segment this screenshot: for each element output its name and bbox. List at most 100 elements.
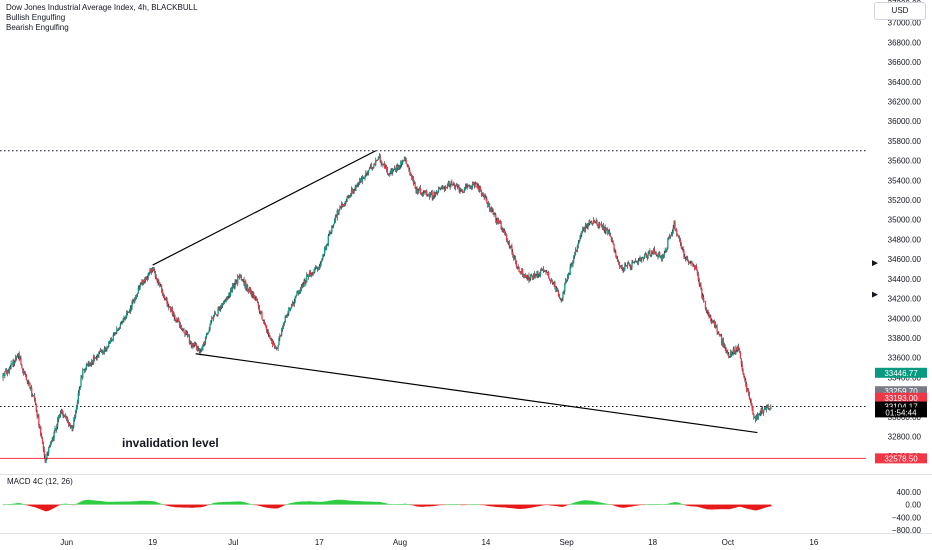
candle[interactable] <box>731 354 733 356</box>
candle[interactable] <box>468 185 470 187</box>
candle[interactable] <box>381 163 383 165</box>
candle[interactable] <box>197 347 200 349</box>
candle[interactable] <box>311 273 313 275</box>
candle[interactable] <box>732 349 734 355</box>
candle[interactable] <box>82 369 84 379</box>
candle[interactable] <box>154 271 157 278</box>
candle[interactable] <box>186 332 188 334</box>
candle[interactable] <box>337 210 339 214</box>
candle[interactable] <box>626 264 629 267</box>
candle[interactable] <box>627 263 630 264</box>
candle[interactable] <box>48 445 51 448</box>
candle[interactable] <box>118 326 121 329</box>
candle[interactable] <box>91 361 93 365</box>
candle[interactable] <box>76 401 79 407</box>
candle[interactable] <box>152 269 155 272</box>
candle[interactable] <box>310 274 312 276</box>
candle[interactable] <box>728 356 731 358</box>
candle[interactable] <box>445 187 448 189</box>
candle[interactable] <box>63 415 65 418</box>
candle[interactable] <box>764 407 767 409</box>
candle[interactable] <box>366 172 368 174</box>
candle[interactable] <box>711 321 713 323</box>
candle[interactable] <box>202 344 204 351</box>
candle[interactable] <box>477 185 479 189</box>
candle[interactable] <box>607 228 609 234</box>
candle[interactable] <box>498 221 501 223</box>
candle[interactable] <box>221 305 223 309</box>
candle[interactable] <box>560 299 562 301</box>
candle[interactable] <box>358 180 361 184</box>
candle[interactable] <box>530 275 533 277</box>
candle[interactable] <box>293 301 295 305</box>
candle[interactable] <box>720 334 722 337</box>
candle[interactable] <box>409 169 411 173</box>
candle[interactable] <box>651 251 653 256</box>
candle[interactable] <box>9 366 11 368</box>
candle[interactable] <box>103 348 105 352</box>
candle[interactable] <box>280 335 282 337</box>
candle[interactable] <box>573 256 575 263</box>
candle[interactable] <box>478 186 480 190</box>
candle[interactable] <box>89 364 91 366</box>
candle[interactable] <box>539 274 541 276</box>
candle[interactable] <box>45 458 47 463</box>
candle[interactable] <box>390 170 392 174</box>
candle[interactable] <box>444 187 447 189</box>
candle[interactable] <box>121 321 123 323</box>
candle[interactable] <box>323 254 325 256</box>
candle[interactable] <box>365 172 367 176</box>
candle[interactable] <box>100 350 103 352</box>
candle[interactable] <box>740 358 742 365</box>
candle[interactable] <box>91 362 94 364</box>
candle[interactable] <box>69 425 71 427</box>
candle[interactable] <box>160 285 162 287</box>
candle[interactable] <box>152 269 154 271</box>
time-axis[interactable]: Jun 19 Jul 17 Aug 14 Sep 18 Oct 16 <box>60 538 819 547</box>
candle[interactable] <box>413 182 415 184</box>
candle[interactable] <box>608 231 611 236</box>
candle[interactable] <box>524 275 527 277</box>
candle[interactable] <box>480 190 483 195</box>
candle[interactable] <box>58 416 61 418</box>
candle[interactable] <box>302 284 304 287</box>
candle[interactable] <box>380 162 382 164</box>
candle[interactable] <box>752 406 754 415</box>
candle[interactable] <box>307 274 310 277</box>
candle[interactable] <box>195 344 198 350</box>
candle[interactable] <box>433 192 435 198</box>
candle[interactable] <box>541 268 544 270</box>
candle[interactable] <box>279 335 281 338</box>
candle[interactable] <box>6 371 9 374</box>
candle[interactable] <box>359 179 362 181</box>
candle[interactable] <box>329 233 331 235</box>
candle[interactable] <box>711 322 714 324</box>
candle[interactable] <box>36 410 38 417</box>
candle[interactable] <box>585 223 587 227</box>
candle[interactable] <box>289 308 292 311</box>
candle[interactable] <box>534 275 536 277</box>
candle[interactable] <box>526 277 528 279</box>
candle[interactable] <box>386 169 389 174</box>
candle[interactable] <box>756 414 759 418</box>
candle[interactable] <box>518 266 520 272</box>
candle[interactable] <box>670 233 673 237</box>
candle[interactable] <box>216 314 218 316</box>
candle[interactable] <box>230 289 233 291</box>
candle[interactable] <box>407 165 409 166</box>
candle[interactable] <box>762 408 764 413</box>
candle[interactable] <box>5 370 8 374</box>
candle[interactable] <box>556 287 559 292</box>
candle[interactable] <box>542 268 544 271</box>
candle[interactable] <box>725 348 727 354</box>
candle[interactable] <box>227 296 229 299</box>
candle[interactable] <box>519 271 521 273</box>
candle[interactable] <box>286 314 288 318</box>
candle[interactable] <box>207 331 209 334</box>
candle[interactable] <box>437 189 440 193</box>
candle[interactable] <box>487 204 489 207</box>
candle[interactable] <box>308 272 311 275</box>
candle[interactable] <box>650 255 652 257</box>
candle[interactable] <box>636 260 639 264</box>
candle[interactable] <box>88 363 90 365</box>
